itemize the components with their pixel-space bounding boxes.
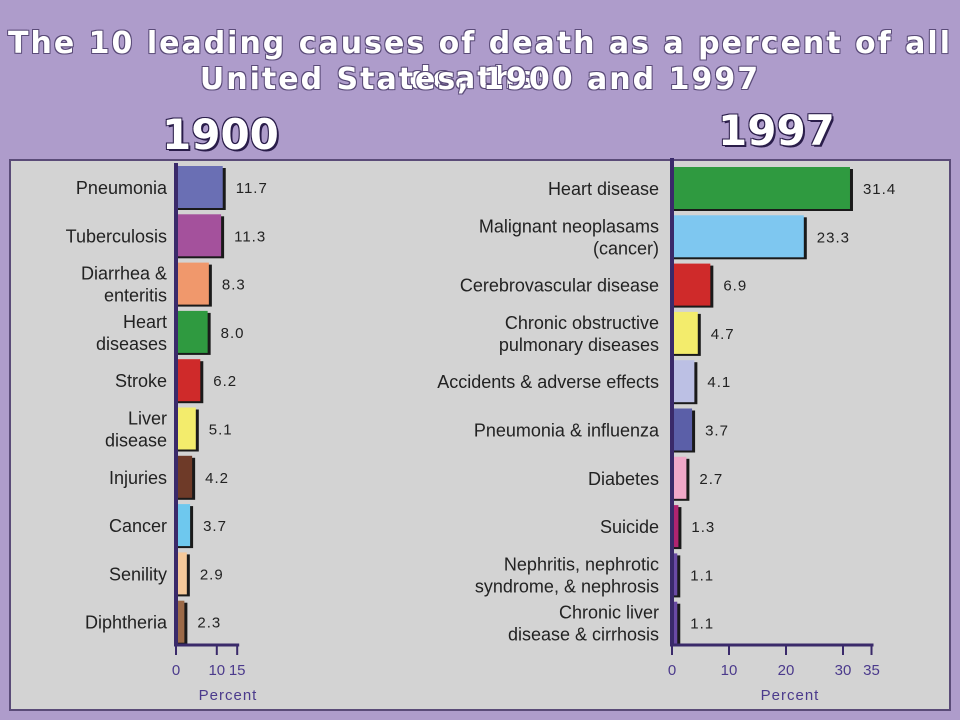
bar <box>176 455 193 498</box>
bar <box>176 262 209 305</box>
bar <box>176 310 208 353</box>
panel-title-1900: 1900 <box>162 110 279 159</box>
bar <box>176 552 187 595</box>
x-tick-label: 35 <box>863 662 880 679</box>
category-label: Cerebrovascular disease <box>460 276 659 296</box>
x-axis-label: Percent <box>761 687 820 704</box>
category-label: enteritis <box>104 286 167 306</box>
category-label: Stroke <box>115 371 167 391</box>
category-label: Pneumonia & influenza <box>474 421 660 441</box>
x-axis-label: Percent <box>199 687 258 704</box>
x-tick-label: 0 <box>172 662 180 679</box>
category-label: Chronic liver <box>559 603 659 623</box>
category-label: Suicide <box>600 517 659 537</box>
bar <box>176 407 196 450</box>
category-label: syndrome, & nephrosis <box>475 576 659 596</box>
category-label: Nephritis, nephrotic <box>504 554 659 574</box>
data-label: 8.3 <box>222 277 246 294</box>
data-label: 4.1 <box>707 374 731 391</box>
bar <box>176 214 222 257</box>
x-tick-label: 10 <box>721 662 738 679</box>
bar <box>672 311 698 354</box>
bar <box>176 359 201 402</box>
category-label: Heart disease <box>548 179 659 199</box>
data-label: 5.1 <box>209 422 233 439</box>
x-tick-label: 10 <box>208 662 225 679</box>
category-label: Chronic obstructive <box>505 313 659 333</box>
category-label: Cancer <box>109 516 167 536</box>
data-label: 8.0 <box>221 325 245 342</box>
data-label: 1.3 <box>691 519 715 536</box>
data-label: 1.1 <box>690 616 714 633</box>
category-label: Tuberculosis <box>66 226 167 246</box>
category-label: Liver <box>128 409 167 429</box>
bar <box>176 166 223 208</box>
bar <box>176 600 185 643</box>
data-label: 2.3 <box>197 615 221 632</box>
data-label: 11.7 <box>236 180 268 197</box>
data-label: 3.7 <box>203 518 227 535</box>
x-tick-label: 0 <box>668 662 676 679</box>
category-label: pulmonary diseases <box>499 335 659 355</box>
category-label: Pneumonia <box>76 178 168 198</box>
category-label: Senility <box>109 564 167 584</box>
x-tick-label: 15 <box>229 662 246 679</box>
data-label: 6.2 <box>213 373 237 390</box>
bar <box>672 601 678 644</box>
bar <box>176 504 191 547</box>
category-label: Diarrhea & <box>81 264 167 284</box>
data-label: 11.3 <box>234 228 266 245</box>
panel-title-1997: 1997 <box>718 106 835 155</box>
category-label: Accidents & adverse effects <box>437 372 659 392</box>
data-label: 4.7 <box>711 326 735 343</box>
data-label: 6.9 <box>723 278 747 295</box>
category-label: Diabetes <box>588 469 659 489</box>
category-label: disease <box>105 431 167 451</box>
chart-title-line2: United States, 1900 and 1997 <box>199 62 761 97</box>
data-label: 23.3 <box>817 229 850 246</box>
category-label: (cancer) <box>593 238 659 258</box>
chart-title-line1: The 10 leading causes of death as a perc… <box>8 26 952 96</box>
category-label: Injuries <box>109 468 167 488</box>
bar <box>672 553 678 596</box>
bar <box>672 505 679 548</box>
category-label: Diphtheria <box>85 613 168 633</box>
data-label: 2.7 <box>699 471 723 488</box>
category-label: diseases <box>96 334 167 354</box>
bar <box>672 456 687 499</box>
x-tick-label: 30 <box>835 662 852 679</box>
category-label: Malignant neoplasams <box>479 216 659 236</box>
data-label: 4.2 <box>205 470 229 487</box>
category-label: disease & cirrhosis <box>508 625 659 645</box>
data-label: 1.1 <box>690 567 714 584</box>
bar <box>672 215 804 258</box>
data-label: 31.4 <box>863 181 896 198</box>
bar <box>672 408 693 451</box>
bar <box>672 360 695 403</box>
data-label: 3.7 <box>705 423 729 440</box>
bar <box>672 167 850 209</box>
category-label: Heart <box>123 312 167 332</box>
data-label: 2.9 <box>200 566 224 583</box>
bar <box>672 263 711 306</box>
x-tick-label: 20 <box>778 662 795 679</box>
